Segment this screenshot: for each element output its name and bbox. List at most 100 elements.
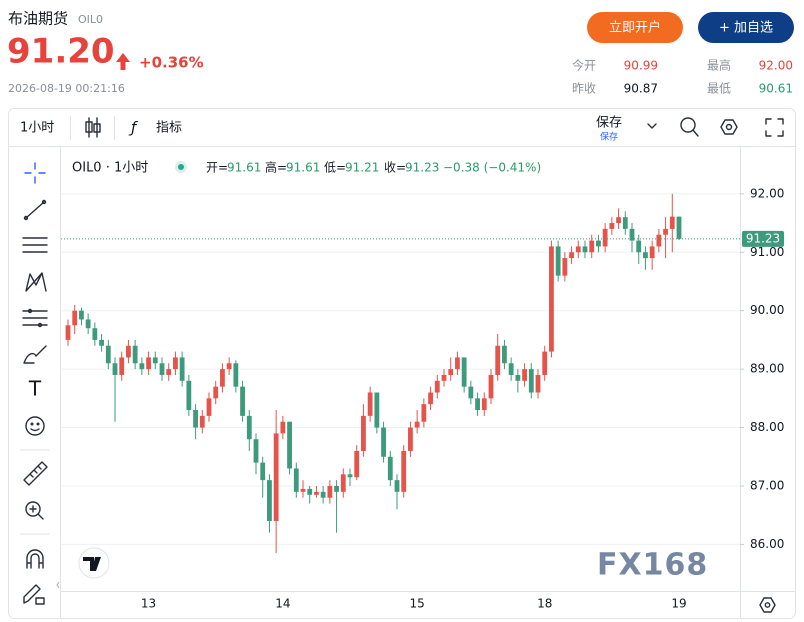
candle-body xyxy=(307,488,313,495)
candle-body xyxy=(643,252,648,259)
fib-tool[interactable] xyxy=(22,308,48,328)
open-account-label[interactable]: 立即开户 xyxy=(609,20,661,36)
interval[interactable]: 1小时 xyxy=(20,121,54,136)
candle-body xyxy=(220,369,225,387)
candle-body xyxy=(441,374,447,381)
stat-value: 90.87 xyxy=(624,82,658,96)
candle-body xyxy=(320,491,326,498)
y-tick-label: 92.00 xyxy=(750,186,784,200)
save[interactable]: 保存 xyxy=(596,116,622,131)
candle-body xyxy=(367,392,373,416)
stat-label: 今开 xyxy=(572,58,596,73)
stat-value: 90.99 xyxy=(624,59,658,73)
brush-tool[interactable] xyxy=(23,345,47,364)
candle-body xyxy=(522,369,527,381)
candle-body xyxy=(240,386,245,416)
emoji-tool[interactable] xyxy=(25,416,45,436)
candle-body xyxy=(616,217,621,224)
candle-body xyxy=(361,415,366,451)
candle-body xyxy=(314,491,319,495)
candle-body xyxy=(475,398,480,411)
candle-body xyxy=(461,357,467,387)
text-tool[interactable]: T xyxy=(28,377,42,401)
candle-body xyxy=(246,415,252,440)
open-account-button[interactable] xyxy=(587,12,683,43)
candle-body xyxy=(85,319,91,329)
watchlist-button[interactable] xyxy=(698,12,794,43)
crosshair-tool[interactable] xyxy=(24,162,46,184)
stat-label: 最低 xyxy=(707,82,731,96)
candle-body xyxy=(173,357,178,370)
candle-body xyxy=(79,310,84,320)
candle-body xyxy=(663,228,668,235)
candle-body xyxy=(582,246,588,253)
candle-body xyxy=(99,339,104,346)
parallel-tool[interactable] xyxy=(22,237,48,253)
candle-body xyxy=(401,450,407,492)
up-arrow xyxy=(116,53,130,70)
fullscreen-icon[interactable] xyxy=(765,118,784,137)
candle-body xyxy=(213,386,219,399)
candle-body xyxy=(622,217,628,229)
magnet-tool[interactable] xyxy=(26,549,44,569)
y-tick-label: 86.00 xyxy=(750,537,784,551)
candle-body xyxy=(549,246,554,352)
candle-body xyxy=(629,228,635,241)
candle-body xyxy=(589,240,595,253)
candle-body xyxy=(253,439,259,463)
y-tick-label: 89.00 xyxy=(750,362,784,376)
candle-body xyxy=(152,357,158,364)
candle-body xyxy=(488,374,494,399)
collapse-handle[interactable] xyxy=(56,581,60,589)
y-tick-label: 87.00 xyxy=(750,478,784,492)
candle-body xyxy=(481,398,487,411)
stat-value: 92.00 xyxy=(759,59,793,73)
candle-body xyxy=(72,310,78,326)
candle-body xyxy=(649,246,655,259)
watchlist-label[interactable]: + 加自选 xyxy=(719,21,773,36)
candle-body xyxy=(535,374,541,393)
candle-body xyxy=(159,363,165,375)
candle-body xyxy=(327,485,333,498)
settings-icon[interactable] xyxy=(720,119,738,135)
candle-body xyxy=(394,480,400,492)
last-price-label: 91.23 xyxy=(746,231,780,245)
candle-body xyxy=(528,369,534,393)
candle-body xyxy=(233,363,239,387)
stat-value: 90.61 xyxy=(759,82,793,96)
status-dot xyxy=(178,164,184,170)
plot: 86.00 87.00 88.00 89.00 90.00 91.00 92.00 13 14 1… xyxy=(61,186,784,611)
x-tick-label: 13 xyxy=(141,597,156,611)
indicators[interactable]: 指标 xyxy=(156,121,182,136)
zoom-tool[interactable] xyxy=(25,501,44,520)
candle-body xyxy=(555,246,561,276)
candle-body xyxy=(609,223,615,229)
candle-body xyxy=(334,485,339,492)
candle-body xyxy=(126,345,131,358)
pattern-tool[interactable] xyxy=(25,272,47,292)
candle-body xyxy=(602,228,608,247)
line-tool[interactable] xyxy=(23,199,47,221)
legend-change: −0.38 (−0.41%) xyxy=(443,161,541,175)
snapshot-icon[interactable] xyxy=(680,117,699,137)
fx-icon[interactable]: ƒ xyxy=(128,119,138,137)
timestamp: 2026-08-19 00:21:16 xyxy=(8,82,125,95)
candle-icon[interactable] xyxy=(85,117,101,138)
settings-dot xyxy=(725,123,733,131)
lock-draw-tool[interactable] xyxy=(23,584,45,605)
chevron[interactable] xyxy=(647,123,657,129)
chart-frame xyxy=(8,108,796,619)
candle-body xyxy=(455,357,460,370)
ruler-tool[interactable] xyxy=(23,461,48,486)
candle-body xyxy=(206,398,212,416)
candle-body xyxy=(515,374,521,381)
candle-body xyxy=(414,421,420,428)
y-tick-label: 91.00 xyxy=(750,245,784,259)
candle-body xyxy=(676,216,682,239)
candle-body xyxy=(636,240,642,253)
save-sub[interactable]: 保存 xyxy=(600,131,618,143)
axis-settings[interactable] xyxy=(759,597,776,613)
candle-body xyxy=(132,345,138,364)
candle-body xyxy=(502,345,507,364)
